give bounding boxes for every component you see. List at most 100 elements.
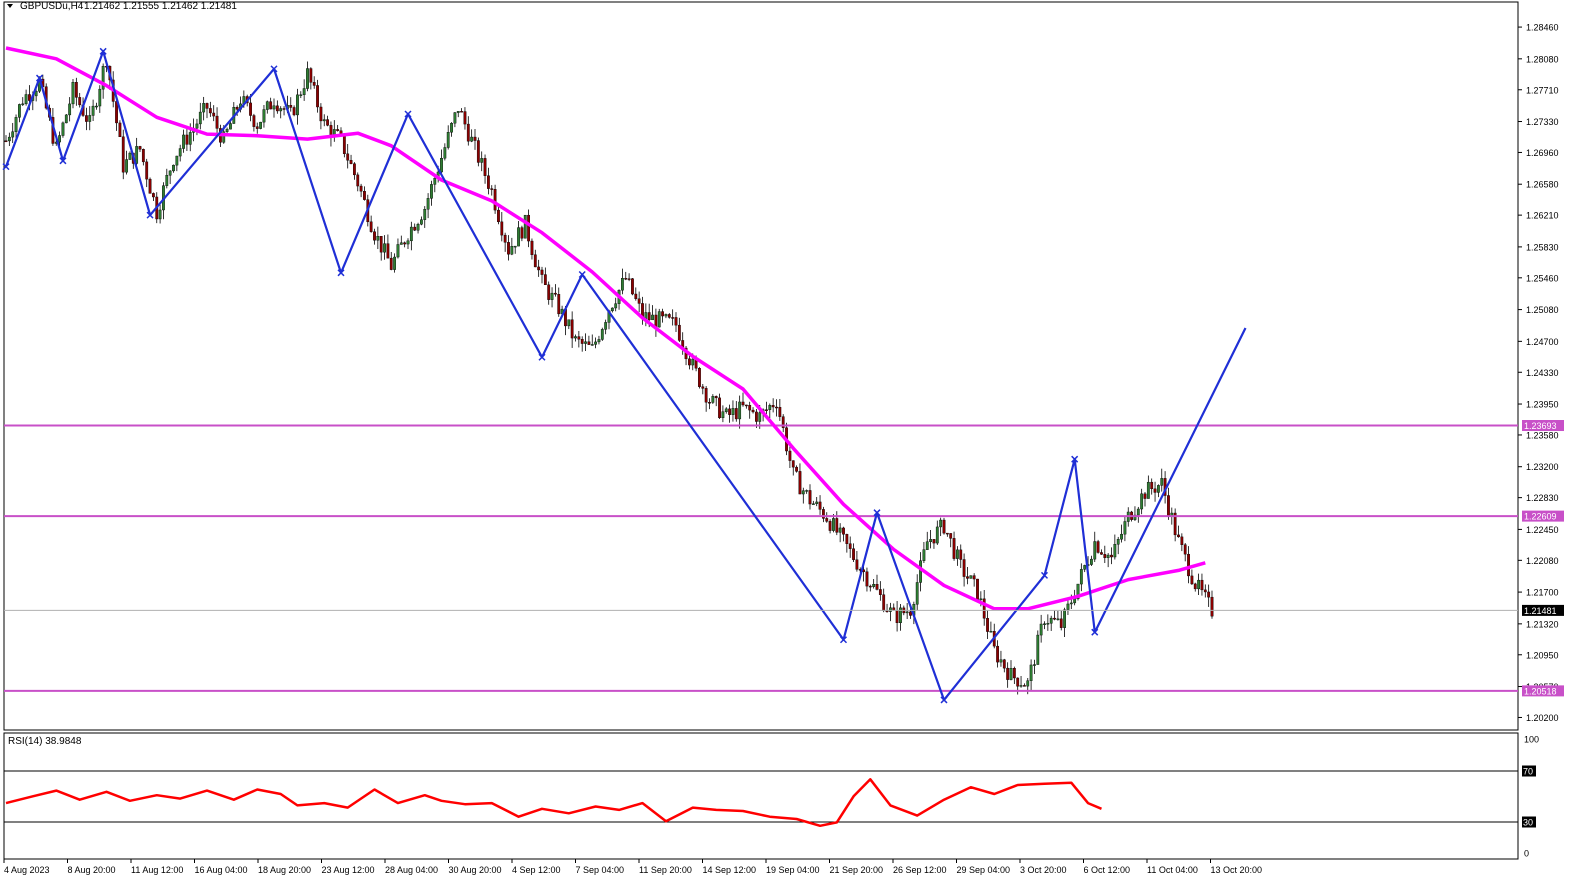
candle-body [1046,623,1050,625]
candle-body [808,490,812,505]
time-tick-label: 4 Aug 2023 [4,865,50,875]
time-tick-label: 28 Aug 04:00 [385,865,438,875]
candle-body [1016,677,1020,687]
time-tick-label: 11 Sep 20:00 [639,865,692,875]
rsi-panel[interactable]: RSI(14) 38.9848 [3,732,1519,860]
price-tick-label: 1.21320 [1526,619,1559,629]
candle-body [1036,634,1040,665]
candle-body [708,402,711,404]
candle-body [1160,478,1164,486]
rsi-axis: 100 70 30 0 [1522,735,1539,859]
candle-body [282,108,286,110]
level-price-label: 1.22609 [1524,512,1557,522]
candle-body [855,559,859,570]
candle-body [624,278,628,280]
price-tick-label: 1.26580 [1526,180,1559,190]
candle-body [1059,618,1063,628]
candle-body [386,243,390,259]
candle-body [597,339,601,343]
candle-body [296,94,299,116]
price-panel[interactable]: GBPUSDu,H4 1.21462 1.21555 1.21462 1.214… [2,1,1519,731]
candle-body [1026,680,1030,687]
candle-body [872,584,876,587]
candle-body [962,559,966,577]
price-tick-label: 1.22830 [1526,493,1559,503]
candle-body [704,388,708,403]
candle-body [1093,541,1097,560]
candle-body [1033,664,1036,666]
candle-body [1207,591,1211,598]
candle-body [554,292,557,295]
candle-body [956,549,959,559]
candle-body [450,122,453,133]
candle-body [925,541,929,550]
candle-body [1079,569,1083,585]
candle-body [919,560,922,583]
candle-body [1136,508,1140,516]
candle-body [255,126,259,129]
candle-body [647,312,651,321]
candle-body [1143,493,1147,499]
candle-body [822,509,825,519]
candle-body [537,266,541,271]
price-tick-label: 1.26960 [1526,148,1559,158]
candle-body [195,123,199,129]
candle-body [198,111,202,125]
candle-body [527,214,531,242]
candle-body [878,589,882,595]
candle-body [289,105,293,108]
candle-body [758,412,762,422]
candle-body [1029,664,1033,681]
candle-body [523,214,527,239]
candle-body [262,109,266,123]
candle-body [979,598,983,601]
candle-body [832,518,835,531]
time-tick-label: 26 Sep 12:00 [893,865,947,875]
level-price-tag [1522,685,1564,697]
candle-body [915,582,919,605]
candle-body [714,396,718,399]
candle-body [483,158,487,176]
zigzag-pivot-marker [873,509,881,517]
level-price-tag [1522,510,1564,522]
moving-average-layer [5,46,1206,611]
candle-body [966,576,969,579]
candle-body [125,159,129,173]
candle-body [825,518,829,522]
candle-body [222,131,226,143]
candle-body [949,533,953,539]
candle-body [724,408,728,412]
candle-body [215,115,219,129]
candle-body [1167,495,1170,516]
candle-body [982,598,986,619]
candle-body [71,82,75,105]
candle-body [520,227,524,239]
time-tick-label: 11 Aug 12:00 [131,865,183,875]
candle-body [158,209,162,220]
candle-body [212,112,216,117]
horizontal-levels-layer [4,424,1518,692]
candle-body [664,314,668,317]
candle-body [500,221,504,236]
candle-body [600,329,604,340]
price-axis[interactable]: 1.28460 1.28080 1.27710 1.27330 1.26960 1.265… [1518,23,1559,723]
candle-body [755,411,758,422]
zigzag-layer [2,47,1247,704]
candle-body [28,94,31,101]
zigzag-pivot-marker [35,74,44,82]
candle-body [614,303,618,309]
candle-body [972,575,976,580]
candle-body [1106,554,1110,558]
time-tick-label: 3 Oct 20:00 [1020,865,1067,875]
candle-body [677,324,681,341]
candle-body [141,149,145,163]
price-tick-label: 1.25080 [1526,305,1559,315]
candle-body [249,102,252,116]
price-tick-label: 1.28460 [1526,23,1559,33]
candle-body [798,471,802,495]
candle-body [423,209,427,220]
rsi-label: RSI(14) 38.9848 [8,736,82,747]
candle-body [399,242,403,245]
time-axis[interactable]: 4 Aug 2023 8 Aug 20:00 11 Aug 12:00 16 Aug … [3,859,1262,875]
candle-body [848,543,852,549]
